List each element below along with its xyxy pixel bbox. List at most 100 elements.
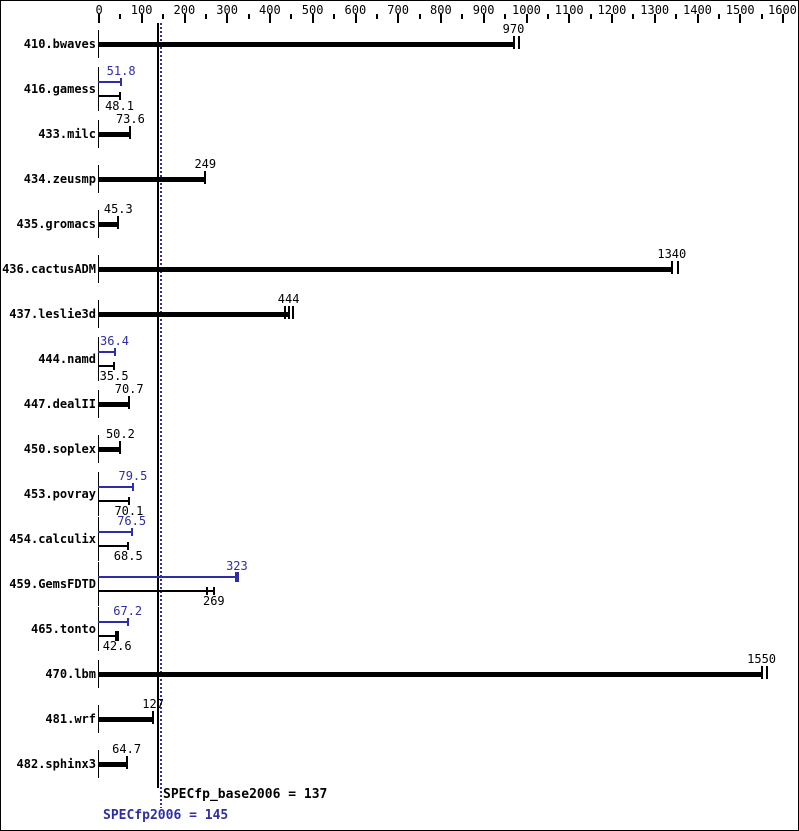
bar-value-label: 35.5 (99, 369, 129, 383)
bar (98, 351, 115, 353)
bar (98, 545, 129, 547)
axis-major-tick (696, 14, 699, 23)
bar-value-label: 64.7 (112, 742, 142, 756)
footer-base-mean-label: SPECfp_base2006 = 137 (163, 787, 328, 802)
bar-end-tick (127, 542, 130, 550)
bar-value-label: 970 (502, 22, 525, 36)
bar-end-cap (115, 631, 120, 641)
axis-major-tick (568, 14, 571, 23)
bar-value-label: 76.5 (117, 514, 147, 528)
axis-major-tick (739, 14, 742, 23)
bar (98, 81, 122, 83)
bar (98, 312, 289, 317)
bar-value-label: 79.5 (118, 469, 148, 483)
axis-tick-label: 1300 (640, 3, 670, 17)
benchmark-label: 447.dealII (23, 397, 96, 411)
axis-tick-label: 700 (387, 3, 409, 17)
run-mark (119, 441, 122, 454)
axis-major-tick (611, 14, 613, 23)
bar-value-label: 73.6 (115, 112, 145, 126)
bar (98, 635, 118, 637)
bar (98, 177, 206, 182)
bar (98, 365, 115, 367)
bar-value-label: 127 (142, 697, 164, 711)
axis-minor-tick (162, 14, 165, 19)
benchmark-label: 481.wrf (45, 712, 96, 726)
run-mark (760, 666, 763, 679)
bar-value-label: 444 (277, 292, 300, 306)
axis-minor-tick (333, 14, 336, 19)
bar (98, 267, 672, 272)
bar-end-tick (113, 362, 116, 370)
axis-minor-tick (204, 14, 207, 19)
run-mark (512, 36, 515, 49)
run-mark (676, 261, 679, 274)
benchmark-label: 435.gromacs (16, 217, 96, 231)
axis-minor-tick (632, 14, 635, 19)
benchmark-label: 465.tonto (30, 622, 96, 636)
bar (98, 672, 762, 677)
bar-value-label: 36.4 (100, 334, 129, 348)
bar-end-tick (118, 92, 121, 100)
axis-major-tick (98, 14, 100, 23)
run-mark (765, 666, 768, 679)
bar-value-label: 70.7 (114, 382, 144, 396)
benchmark-label: 453.povray (23, 487, 96, 501)
bar (98, 486, 133, 488)
bar (98, 531, 132, 533)
bar-value-label: 70.1 (114, 504, 144, 518)
axis-tick-label: 1600 (768, 3, 797, 17)
axis-minor-tick (760, 14, 763, 19)
reference-line-base (156, 23, 159, 788)
bar-end-tick (131, 483, 134, 491)
run-mark (670, 261, 673, 274)
bar-value-label: 42.6 (102, 639, 132, 653)
axis-minor-tick (461, 14, 464, 19)
run-mark (125, 756, 128, 769)
axis-minor-tick (418, 14, 421, 19)
row-baseline (98, 337, 99, 381)
axis-major-tick (354, 14, 357, 23)
benchmark-label: 470.lbm (45, 667, 96, 681)
bar-value-label: 67.2 (113, 604, 143, 618)
row-baseline (98, 517, 99, 561)
axis-tick-label: 1000 (512, 3, 541, 17)
benchmark-label: 459.GemsFDTD (9, 577, 96, 591)
row-baseline (98, 67, 99, 111)
run-mark (517, 36, 520, 49)
row-baseline (98, 472, 99, 516)
run-mark (291, 306, 294, 319)
bar (98, 42, 514, 47)
bar-end-tick (127, 497, 130, 505)
bar-value-label: 48.1 (105, 99, 134, 113)
footer-peak-mean-label: SPECfp2006 = 145 (103, 808, 229, 823)
bar-value-label: 1550 (747, 652, 777, 666)
bar (98, 402, 130, 407)
axis-major-tick (311, 14, 314, 23)
run-mark (117, 216, 120, 229)
bar (98, 222, 119, 227)
axis-tick-label: 400 (259, 3, 281, 17)
bar (98, 762, 127, 767)
axis-tick-label: 600 (344, 3, 367, 17)
benchmark-label: 444.namd (38, 352, 96, 366)
bar (98, 500, 129, 502)
run-mark (152, 711, 155, 724)
benchmark-label: 437.leslie3d (9, 307, 96, 321)
bar-value-label: 45.3 (103, 202, 133, 216)
axis-major-tick (440, 14, 442, 23)
axis-tick-label: 1500 (725, 3, 755, 17)
bar (98, 576, 238, 578)
benchmark-label: 436.cactusADM (2, 262, 96, 276)
benchmark-label: 434.zeusmp (23, 172, 96, 186)
axis-major-tick (140, 14, 143, 23)
bar-value-label: 269 (202, 594, 225, 608)
bar-value-label: 1340 (657, 247, 687, 261)
bar (98, 717, 154, 722)
run-mark (128, 396, 131, 409)
bar-end-tick (120, 78, 123, 86)
axis-tick-label: 200 (173, 3, 196, 17)
bar-end-cap (235, 572, 240, 582)
row-baseline (98, 562, 99, 606)
